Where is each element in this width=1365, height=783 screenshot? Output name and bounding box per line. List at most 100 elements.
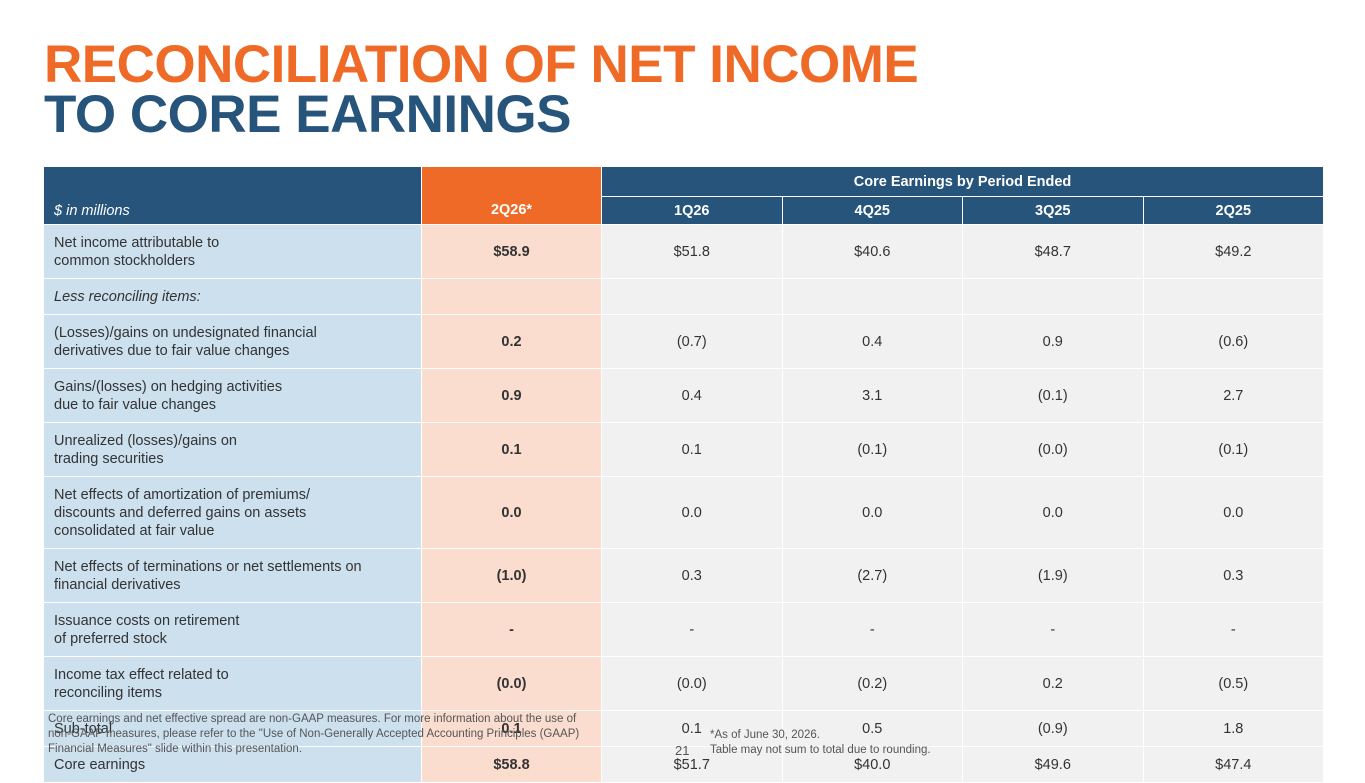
period-value [962, 278, 1144, 315]
row-label: Unrealized (losses)/gains on trading secu… [43, 422, 422, 477]
current-period-value: - [421, 602, 602, 657]
period-value: $49.2 [1142, 224, 1325, 279]
title-line-1: RECONCILIATION OF NET INCOME [44, 35, 919, 94]
page-number: 21 [675, 743, 690, 758]
header-row-periods: 1Q26 4Q25 3Q25 2Q25 [44, 196, 1325, 225]
period-value: 0.1 [601, 422, 783, 477]
disclaimer-line: Financial Measures" slide within this pr… [48, 743, 303, 755]
row-label-line: trading securities [54, 450, 164, 467]
period-value: 0.1 [601, 710, 783, 747]
row-label: Net income attributable to common stockho… [43, 224, 422, 279]
period-value: (0.7) [601, 314, 783, 369]
current-period-header: 2Q26* [421, 166, 602, 225]
period-value: 0.9 [962, 314, 1144, 369]
table-row: Net effects of terminations or net settl… [43, 548, 1325, 603]
current-period-value: 0.9 [421, 368, 602, 423]
current-period-value [421, 278, 602, 315]
period-value: (0.6) [1142, 314, 1325, 369]
row-label-line: reconciling items [54, 684, 162, 701]
period-value: $47.4 [1142, 746, 1325, 783]
row-label-line: Unrealized (losses)/gains on [54, 432, 237, 449]
row-label: Sub-total [43, 710, 422, 747]
table-row: Net income attributable to common stockho… [43, 224, 1325, 279]
row-label-line: Less reconciling items: [54, 288, 201, 305]
current-period-value: (0.0) [421, 656, 602, 711]
table-row: (Losses)/gains on undesignated financial… [43, 314, 1325, 369]
period-header: 3Q25 [962, 196, 1144, 225]
row-label: Net effects of terminations or net settl… [43, 548, 422, 603]
period-value: $49.6 [962, 746, 1144, 783]
row-label: Income tax effect related to reconciling … [43, 656, 422, 711]
reconciliation-table: $ in millions 2Q26* Core Earnings by Per… [43, 166, 1325, 783]
period-value: - [601, 602, 783, 657]
row-label-line: Gains/(losses) on hedging activities [54, 378, 283, 395]
period-value: - [781, 602, 963, 657]
period-value: (2.7) [781, 548, 963, 603]
table-row: Net effects of amortization of premiums/… [43, 476, 1325, 549]
period-value: 1.8 [1142, 710, 1325, 747]
period-value: 0.2 [962, 656, 1144, 711]
row-label-line: common stockholders [54, 252, 196, 269]
period-value: 0.0 [781, 476, 963, 549]
header-row-group: $ in millions 2Q26* Core Earnings by Per… [43, 166, 1325, 225]
current-period-value: 0.0 [421, 476, 602, 549]
row-label: Less reconciling items: [43, 278, 422, 315]
period-value: 0.4 [601, 368, 783, 423]
period-value: - [962, 602, 1144, 657]
row-label-line: discounts and deferred gains on assets [54, 504, 307, 521]
row-label-line: financial derivatives [54, 576, 181, 593]
current-period-value: 0.1 [421, 710, 602, 747]
row-label-line: Core earnings [54, 756, 146, 773]
period-value: (0.0) [601, 656, 783, 711]
table-row: Unrealized (losses)/gains on trading secu… [43, 422, 1325, 477]
current-period-value: $58.9 [421, 224, 602, 279]
period-value: (0.1) [962, 368, 1144, 423]
period-value: $40.6 [781, 224, 963, 279]
table-row: Less reconciling items: [43, 278, 1325, 315]
row-label-line: Net income attributable to [54, 234, 220, 251]
row-label: Gains/(losses) on hedging activities due … [43, 368, 422, 423]
row-label: Issuance costs on retirement of preferred… [43, 602, 422, 657]
period-value: (0.0) [962, 422, 1144, 477]
period-header: 4Q25 [781, 196, 963, 225]
note-line: Table may not sum to total due to roundi… [710, 744, 931, 756]
table-row: Issuance costs on retirement of preferred… [43, 602, 1325, 657]
period-value: 0.3 [601, 548, 783, 603]
period-value [601, 278, 783, 315]
units-label: $ in millions [43, 166, 422, 225]
row-label: Net effects of amortization of premiums/… [43, 476, 422, 549]
non-gaap-disclaimer: Core earnings and net effective spread a… [48, 712, 658, 757]
group-header: Core Earnings by Period Ended [600, 166, 1325, 197]
title-line-2: TO CORE EARNINGS [44, 85, 571, 144]
period-value: 2.7 [1142, 368, 1325, 423]
period-value: (0.1) [1142, 422, 1325, 477]
row-label-line: Net effects of amortization of premiums/ [54, 486, 311, 503]
period-value: 3.1 [781, 368, 963, 423]
row-label-line: derivatives due to fair value changes [54, 342, 290, 359]
current-period-value: 0.1 [421, 422, 602, 477]
period-value: 0.0 [1142, 476, 1325, 549]
disclaimer-line: non-GAAP measures, please refer to the "… [48, 728, 580, 740]
period-value: 0.4 [781, 314, 963, 369]
row-label-line: Sub-total [54, 720, 113, 737]
period-value: (0.5) [1142, 656, 1325, 711]
period-value: - [1142, 602, 1325, 657]
table-row: Sub-total 0.1 0.1 0.5 (0.9) 1.8 [43, 710, 1325, 747]
period-value: 0.5 [781, 710, 963, 747]
row-label-line: due to fair value changes [54, 396, 217, 413]
period-value [781, 278, 963, 315]
period-value: (0.1) [781, 422, 963, 477]
period-header: 1Q26 [601, 196, 783, 225]
row-label: (Losses)/gains on undesignated financial… [43, 314, 422, 369]
page-title: RECONCILIATION OF NET INCOME TO CORE EAR… [44, 35, 919, 144]
period-value: (0.9) [962, 710, 1144, 747]
period-value: 0.0 [601, 476, 783, 549]
row-label-line: consolidated at fair value [54, 522, 215, 539]
current-period-value: (1.0) [421, 548, 602, 603]
row-label-line: Income tax effect related to [54, 666, 229, 683]
period-value: $51.8 [601, 224, 783, 279]
row-label-line: Net effects of terminations or net settl… [54, 558, 362, 575]
period-value: 0.3 [1142, 548, 1325, 603]
row-label-line: (Losses)/gains on undesignated financial [54, 324, 317, 341]
period-value: $48.7 [962, 224, 1144, 279]
